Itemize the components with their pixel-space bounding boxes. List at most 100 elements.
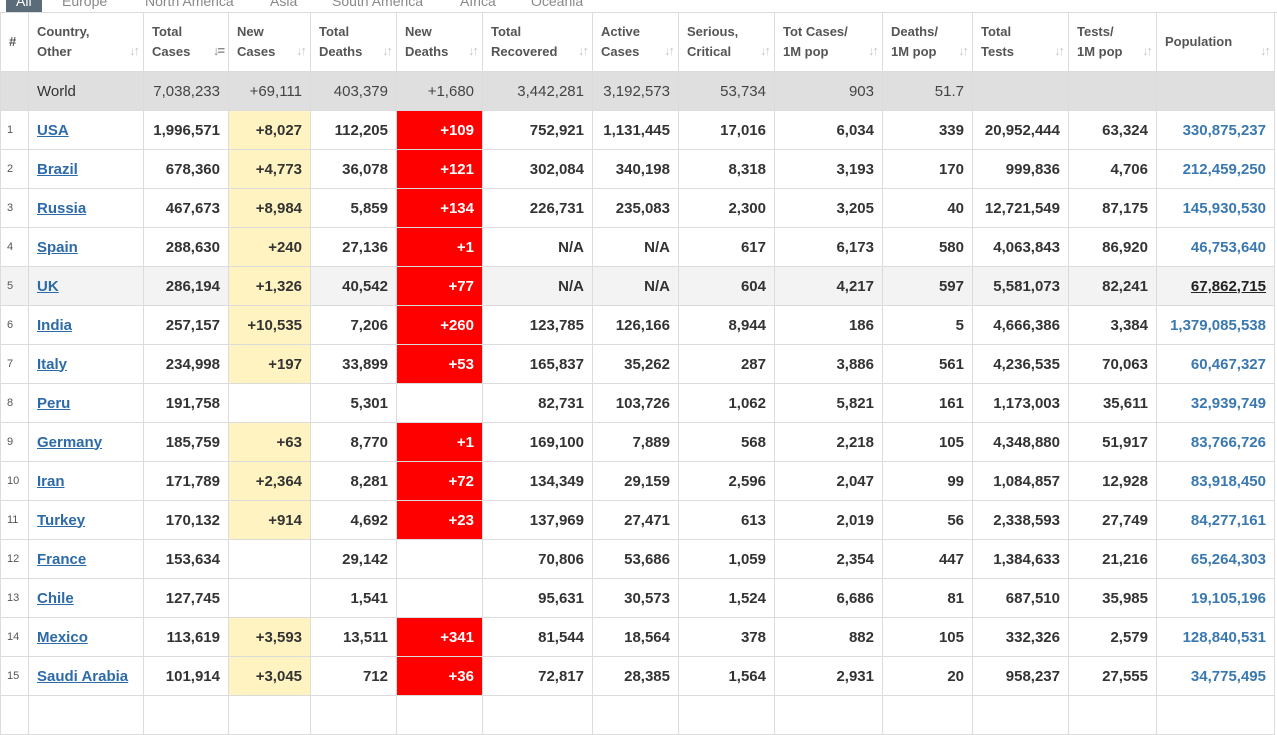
country-link[interactable]: Peru [37,394,71,412]
new-cases: +1,326 [228,266,311,306]
total-tests: 12,721,549 [972,188,1069,228]
total-recovered: 82,731 [482,383,593,423]
header-tot-cases-per-pop[interactable]: Tot Cases/1M pop ↓↑ [774,12,883,72]
country-link[interactable]: Mexico [37,628,88,646]
tab-oceania[interactable]: Oceania [531,0,584,9]
country-cell: Turkey [28,500,144,540]
country-link[interactable]: Russia [37,199,87,217]
country-link[interactable]: Brazil [37,160,78,178]
tests-per-pop: 35,985 [1068,578,1157,618]
total-recovered: 72,817 [482,656,593,696]
tab-africa[interactable]: Africa [460,0,496,9]
population: 212,459,250 [1156,149,1275,189]
new-deaths: +36 [396,656,483,696]
header-num[interactable]: # [0,12,29,72]
tests-per-pop: 2,579 [1068,617,1157,657]
row-num: 5 [0,266,29,306]
new-deaths: +134 [396,188,483,228]
active-cases: 28,385 [592,656,679,696]
population: 65,264,303 [1156,539,1275,579]
new-deaths: +121 [396,149,483,189]
population-link[interactable]: 32,939,749 [1190,394,1266,412]
sort-icon: ↓↑ [664,43,675,58]
header-new-deaths[interactable]: New Deaths ↓↑ [396,12,483,72]
total-cases: 191,758 [143,383,229,423]
header-active-cases[interactable]: Active Cases ↓↑ [592,12,679,72]
population-link[interactable]: 83,766,726 [1190,433,1266,451]
population-link[interactable]: 128,840,531 [1182,628,1266,646]
population-link[interactable]: 46,753,640 [1190,238,1266,256]
population-link[interactable]: 19,105,196 [1190,589,1266,607]
total-cases: 170,132 [143,500,229,540]
tot-cases-per-pop: 6,034 [774,110,883,150]
country-link[interactable]: Saudi Arabia [37,667,129,685]
country-cell: India [28,305,144,345]
population-link[interactable]: 34,775,495 [1190,667,1266,685]
deaths-per-pop: 597 [882,266,973,306]
tab-south-america[interactable]: South America [332,0,424,9]
header-population[interactable]: Population ↓↑ [1156,12,1275,72]
tab-north-america[interactable]: North America [145,0,234,9]
header-new-cases[interactable]: New Cases ↓↑ [228,12,311,72]
population-link[interactable]: 67,862,715 [1190,277,1266,295]
new-deaths: +77 [396,266,483,306]
new-cases: +63 [228,422,311,462]
population-link[interactable]: 1,379,085,538 [1170,316,1266,334]
active-cases: 103,726 [592,383,679,423]
country-link[interactable]: Spain [37,238,78,256]
population-link[interactable]: 212,459,250 [1182,160,1266,178]
total-cases: 467,673 [143,188,229,228]
country-link[interactable]: USA [37,121,69,139]
population: 84,277,161 [1156,500,1275,540]
total-deaths: 29,142 [310,539,397,579]
serious-critical: 2,596 [678,461,775,501]
row-num: 9 [0,422,29,462]
new-cases: +8,984 [228,188,311,228]
country-link[interactable]: Turkey [37,511,86,529]
tests-per-pop: 87,175 [1068,188,1157,228]
population: 32,939,749 [1156,383,1275,423]
total-cases: 127,745 [143,578,229,618]
population-link[interactable]: 330,875,237 [1182,121,1266,139]
header-tests-per-pop[interactable]: Tests/1M pop ↓↑ [1068,12,1157,72]
total-tests: 958,237 [972,656,1069,696]
header-total-cases[interactable]: Total Cases ↓= [143,12,229,72]
deaths-per-pop: 161 [882,383,973,423]
country-link[interactable]: Germany [37,433,103,451]
header-deaths-per-pop[interactable]: Deaths/1M pop ↓↑ [882,12,973,72]
population: 60,467,327 [1156,344,1275,384]
serious-critical: 1,059 [678,539,775,579]
serious-critical: 2,300 [678,188,775,228]
table-row: 14 Mexico 113,619 +3,593 13,511 +341 81,544 18,… [0,617,1275,657]
tests-per-pop: 70,063 [1068,344,1157,384]
active-cases: 35,262 [592,344,679,384]
header-country[interactable]: Country, Other ↓↑ [28,12,144,72]
population-link[interactable]: 84,277,161 [1190,511,1266,529]
country-link[interactable]: Chile [37,589,74,607]
header-total-deaths[interactable]: Total Deaths ↓↑ [310,12,397,72]
population-link[interactable]: 60,467,327 [1190,355,1266,373]
new-deaths: +23 [396,500,483,540]
row-num: 6 [0,305,29,345]
country-link[interactable]: Iran [37,472,65,490]
table-row: 12 France 153,634 29,142 70,806 53,686 1,059 2,… [0,539,1275,579]
population-link[interactable]: 83,918,450 [1190,472,1266,490]
tot-cases-per-pop: 3,193 [774,149,883,189]
country-link[interactable]: UK [37,277,59,295]
country-link[interactable]: India [37,316,73,334]
tests-per-pop: 86,920 [1068,227,1157,267]
tab-all[interactable]: All [6,0,42,12]
tab-europe[interactable]: Europe [62,0,108,9]
country-link[interactable]: Italy [37,355,68,373]
population-link[interactable]: 65,264,303 [1190,550,1266,568]
country-link[interactable]: France [37,550,87,568]
country-cell: Iran [28,461,144,501]
header-total-tests[interactable]: Total Tests ↓↑ [972,12,1069,72]
new-deaths [396,539,483,579]
header-serious-critical[interactable]: Serious, Critical ↓↑ [678,12,775,72]
serious-critical: 1,564 [678,656,775,696]
population-link[interactable]: 145,930,530 [1182,199,1266,217]
header-total-recovered[interactable]: Total Recovered ↓↑ [482,12,593,72]
population: 83,766,726 [1156,422,1275,462]
tab-asia[interactable]: Asia [270,0,298,9]
